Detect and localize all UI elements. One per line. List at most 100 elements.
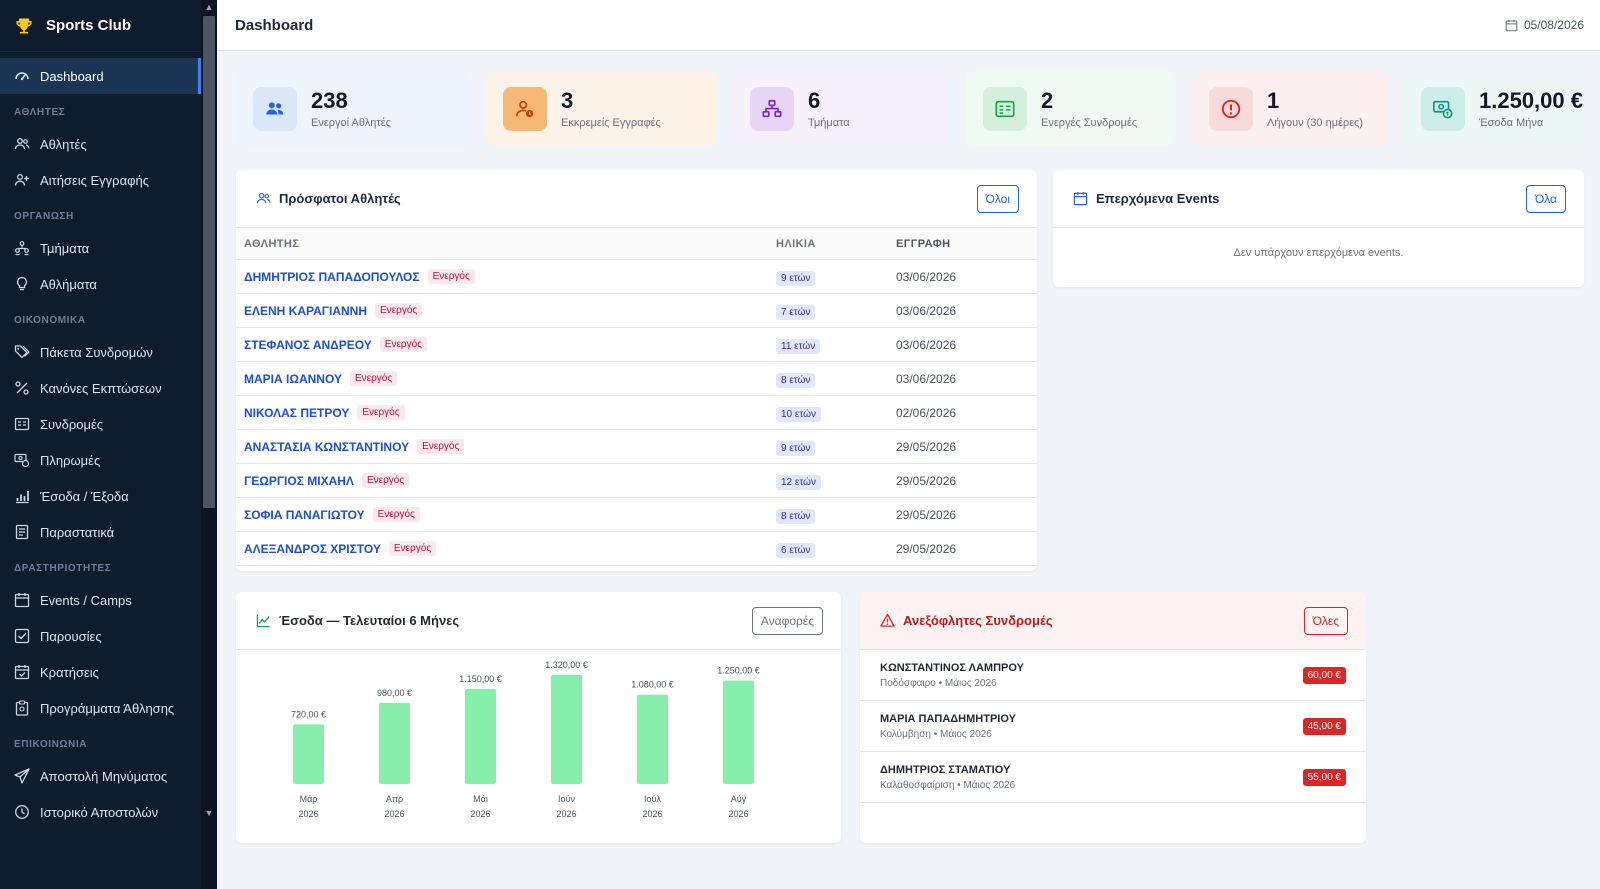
sidebar-item-sports[interactable]: Αθλήματα xyxy=(0,266,201,302)
overdue-list: ΚΩΝΣΤΑΝΤΙΝΟΣ ΛΑΜΠΡΟΥ Ποδόσφαιρο • Μάιος 2… xyxy=(860,650,1366,803)
overdue-info: ΔΗΜΗΤΡΙΟΣ ΣΤΑΜΑΤΙΟΥ Καλαθοσφαίριση • Μάιο… xyxy=(880,764,1015,791)
sidebar-item-send-history[interactable]: Ιστορικό Αποστολών xyxy=(0,794,201,830)
sidebar-item-label: Κανόνες Εκπτώσεων xyxy=(40,380,162,396)
calendar-check-icon xyxy=(14,665,30,680)
table-row[interactable]: ΝΙΚΟΛΑΣ ΠΕΤΡΟΥ Ενεργός 10 ετών 02/06/2026 xyxy=(236,396,1037,430)
athlete-cell: ΣΟΦΙΑ ΠΑΝΑΓΙΩΤΟΥ Ενεργός xyxy=(236,507,776,522)
stat-card-expiring[interactable]: 1 Λήγουν (30 ημέρες) xyxy=(1192,71,1389,146)
sidebar-item-label: Ιστορικό Αποστολών xyxy=(40,804,159,820)
athlete-name-link[interactable]: ΕΛΕΝΗ ΚΑΡΑΓΙΑΝΝΗ xyxy=(244,303,367,318)
line-chart-icon xyxy=(256,614,270,628)
scrollbar-thumb[interactable] xyxy=(203,16,215,508)
sidebar-item-bookings[interactable]: Κρατήσεις xyxy=(0,654,201,690)
check-square-icon xyxy=(14,628,30,644)
chart-title: Έσοδα — Τελευταίοι 6 Μήνες xyxy=(279,613,460,628)
sidebar-item-registration-requests[interactable]: Αιτήσεις Εγγραφής xyxy=(0,162,201,198)
sidebar-item-label: Αποστολή Μηνύματος xyxy=(40,768,168,784)
sidebar-item-dashboard[interactable]: Dashboard xyxy=(0,58,201,94)
sidebar-item-label: Αθλήματα xyxy=(40,276,97,292)
reports-button[interactable]: Αναφορές xyxy=(751,606,823,635)
sidebar-item-subscriptions[interactable]: Συνδρομές xyxy=(0,406,201,442)
send-icon xyxy=(14,768,30,784)
x-tick-label: 2026 xyxy=(298,809,318,819)
bar-chart-icon xyxy=(16,491,29,504)
x-tick-label: 2026 xyxy=(556,809,576,819)
sidebar-item-label: Πληρωμές xyxy=(40,452,101,468)
status-badge: Ενεργός xyxy=(357,405,405,420)
age-badge: 8 ετών xyxy=(776,508,816,524)
table-row[interactable]: ΓΕΩΡΓΙΟΣ ΜΙΧΑΗΛ Ενεργός 12 ετών 29/05/2026 xyxy=(236,464,1037,498)
scroll-down-icon[interactable]: ▼ xyxy=(204,808,214,818)
sidebar-item-athletes[interactable]: Αθλητές xyxy=(0,126,201,162)
table-row[interactable]: ΣΤΕΦΑΝΟΣ ΑΝΔΡΕΟΥ Ενεργός 11 ετών 03/06/2026 xyxy=(236,328,1037,362)
sidebar-item-discount-rules[interactable]: Κανόνες Εκπτώσεων xyxy=(0,370,201,406)
sidebar-item-send-message[interactable]: Αποστολή Μηνύματος xyxy=(0,758,201,794)
table-row[interactable]: ΑΛΕΞΑΝΔΡΟΣ ΧΡΙΣΤΟΥ Ενεργός 6 ετών 29/05/202… xyxy=(236,532,1037,566)
age-badge: 7 ετών xyxy=(776,304,816,320)
table-row[interactable]: ΑΝΑΣΤΑΣΙΑ ΚΩΝΣΤΑΝΤΙΝΟΥ Ενεργός 9 ετών 29/05… xyxy=(236,430,1037,464)
sidebar-item-attendance[interactable]: Παρουσίες xyxy=(0,618,201,654)
table-row[interactable]: ΔΗΜΗΤΡΙΟΣ ΠΑΠΑΔΟΠΟΥΛΟΣ Ενεργός 9 ετών 03/06… xyxy=(236,260,1037,294)
percent-icon xyxy=(15,381,29,395)
column-header[interactable]: ΕΓΓΡΑΦΗ xyxy=(896,237,951,250)
table-row[interactable]: ΕΛΕΝΗ ΚΑΡΑΓΙΑΝΝΗ Ενεργός 7 ετών 03/06/2026 xyxy=(236,294,1037,328)
athlete-name-link[interactable]: ΜΑΡΙΑ ΙΩΑΝΝΟΥ xyxy=(244,371,342,386)
list-item[interactable]: ΔΗΜΗΤΡΙΟΣ ΣΤΑΜΑΤΙΟΥ Καλαθοσφαίριση • Μάιο… xyxy=(860,752,1366,803)
sidebar-item-training-programs[interactable]: Προγράμματα Άθλησης xyxy=(0,690,201,726)
list-item[interactable]: ΜΑΡΙΑ ΠΑΠΑΔΗΜΗΤΡΙΟΥ Κολύμβηση • Μάιος 202… xyxy=(860,701,1366,752)
all-events-button[interactable]: Όλα xyxy=(1525,184,1566,213)
empty-state-text: Δεν υπάρχουν επερχόμενα events. xyxy=(1233,247,1404,259)
clipboard-icon xyxy=(15,700,29,716)
sidebar-item-subscription-packages[interactable]: Πάκετα Συνδρομών xyxy=(0,334,201,370)
age-badge: 8 ετών xyxy=(776,372,816,388)
stat-card-departments[interactable]: 6 Τμήματα xyxy=(733,71,950,146)
athlete-name-link[interactable]: ΑΝΑΣΤΑΣΙΑ ΚΩΝΣΤΑΝΤΙΝΟΥ xyxy=(244,439,410,454)
sidebar-item-payments[interactable]: Πληρωμές xyxy=(0,442,201,478)
athlete-cell: ΕΛΕΝΗ ΚΑΡΑΓΙΑΝΝΗ Ενεργός xyxy=(236,303,776,318)
athlete-name-link[interactable]: ΑΛΕΞΑΝΔΡΟΣ ΧΡΙΣΤΟΥ xyxy=(244,541,381,556)
chart-bar[interactable] xyxy=(551,674,582,784)
athlete-name-link[interactable]: ΝΙΚΟΛΑΣ ΠΕΤΡΟΥ xyxy=(244,405,350,420)
athlete-name-link[interactable]: ΓΕΩΡΓΙΟΣ ΜΙΧΑΗΛ xyxy=(244,473,354,488)
stat-card-active-subscriptions[interactable]: 2 Ενεργές Συνδρομές xyxy=(966,71,1176,146)
status-badge: Ενεργός xyxy=(361,473,410,488)
brand[interactable]: Sports Club xyxy=(0,0,217,52)
sidebar-item-label: Αιτήσεις Εγγραφής xyxy=(40,172,150,188)
bar-value-label: 720,00 € xyxy=(291,709,326,719)
sidebar-item-departments[interactable]: Τμήματα xyxy=(0,230,201,266)
stat-icon-box xyxy=(983,86,1027,131)
sidebar-item-events-camps[interactable]: Events / Camps xyxy=(0,582,201,618)
sidebar: Sports Club Dashboard ΑΘΛΗΤΕΣ Αθλητές Αι… xyxy=(0,0,217,889)
stat-label: Ενεργές Συνδρομές xyxy=(1041,116,1138,129)
stat-card-active-athletes[interactable]: 238 Ενεργοί Αθλητές xyxy=(236,71,471,146)
list-item[interactable]: ΚΩΝΣΤΑΝΤΙΝΟΣ ΛΑΜΠΡΟΥ Ποδόσφαιρο • Μάιος 2… xyxy=(860,650,1366,701)
table-row[interactable]: ΜΑΡΙΑ ΙΩΑΝΝΟΥ Ενεργός 8 ετών 03/06/2026 xyxy=(236,362,1037,396)
athlete-name-link[interactable]: ΔΗΜΗΤΡΙΟΣ ΠΑΠΑΔΟΠΟΥΛΟΣ xyxy=(244,269,420,284)
stat-card-monthly-income[interactable]: 1.250,00 € Έσοδα Μήνα xyxy=(1404,71,1584,146)
all-athletes-button[interactable]: Όλοι xyxy=(976,184,1019,213)
column-header[interactable]: ΑΘΛΗΤΗΣ xyxy=(244,237,300,250)
table-row[interactable]: ΣΟΦΙΑ ΠΑΝΑΓΙΩΤΟΥ Ενεργός 8 ετών 29/05/2026 xyxy=(236,498,1037,532)
all-overdue-button[interactable]: Όλες xyxy=(1303,606,1348,635)
chart-bar[interactable] xyxy=(637,694,668,784)
sidebar-scrollbar[interactable]: ▲ ▼ xyxy=(201,0,217,889)
athlete-name-link[interactable]: ΣΟΦΙΑ ΠΑΝΑΓΙΩΤΟΥ xyxy=(244,507,365,522)
sidebar-item-income-expenses[interactable]: Έσοδα / Έξοδα xyxy=(0,478,201,514)
chart-bar[interactable] xyxy=(293,724,324,784)
bar-value-label: 980,00 € xyxy=(377,688,412,698)
chart-bar[interactable] xyxy=(723,680,754,784)
chart-bar[interactable] xyxy=(465,688,496,784)
page-title: Dashboard xyxy=(235,17,314,34)
scroll-up-icon[interactable]: ▲ xyxy=(204,2,214,12)
stat-value: 6 xyxy=(808,87,821,113)
column-header[interactable]: ΗΛΙΚΙΑ xyxy=(776,237,816,250)
sidebar-item-receipts[interactable]: Παραστατικά xyxy=(0,514,201,550)
chart-bar[interactable] xyxy=(379,702,410,784)
stat-card-pending-registrations[interactable]: 3 Εκκρεμείς Εγγραφές xyxy=(486,71,718,146)
overdue-athlete-name: ΚΩΝΣΤΑΝΤΙΝΟΣ ΛΑΜΠΡΟΥ xyxy=(880,661,1024,674)
athlete-name-link[interactable]: ΣΤΕΦΑΝΟΣ ΑΝΔΡΕΟΥ xyxy=(244,337,372,352)
age-badge: 9 ετών xyxy=(776,440,816,456)
overdue-info: ΜΑΡΙΑ ΠΑΠΑΔΗΜΗΤΡΙΟΥ Κολύμβηση • Μάιος 202… xyxy=(880,713,1016,740)
stat-icon-box xyxy=(1421,86,1465,131)
age-badge: 10 ετών xyxy=(776,406,821,422)
